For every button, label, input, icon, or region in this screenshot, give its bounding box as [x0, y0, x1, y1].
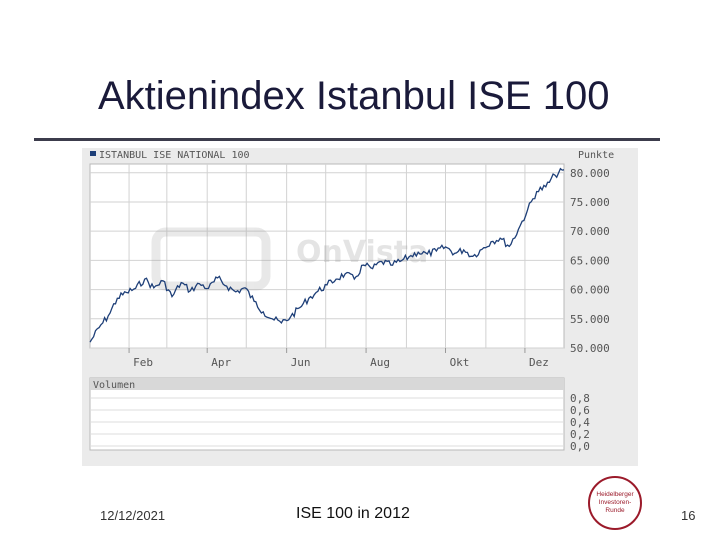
volume-header-bar: [90, 378, 564, 390]
x-gridlines: [128, 164, 526, 348]
onvista-watermark: OnVista: [151, 227, 428, 291]
y-tick-label: 70.000: [570, 225, 610, 238]
y-tick-label: 75.000: [570, 196, 610, 209]
x-tick-label: Jun: [291, 356, 311, 369]
x-tick-label: Feb: [133, 356, 153, 369]
heidelberger-logo: Heidelberger Investoren- Runde: [588, 476, 642, 530]
logo-line-1: Heidelberger: [596, 491, 634, 498]
volume-tick-label: 0,2: [570, 428, 590, 441]
volume-tick-label: 0,4: [570, 416, 590, 429]
y-tick-label: 80.000: [570, 167, 610, 180]
x-tick-label: Aug: [370, 356, 390, 369]
footer-date: 12/12/2021: [100, 508, 166, 523]
chart-title: ISTANBUL ISE NATIONAL 100: [99, 150, 250, 161]
volume-tick-label: 0,8: [570, 392, 590, 405]
watermark-logo-shape: [151, 227, 271, 291]
logo-line-3: Runde: [605, 507, 625, 514]
page-number: 16: [681, 508, 696, 523]
footer-caption: ISE 100 in 2012: [296, 505, 410, 522]
title-divider: [34, 138, 660, 141]
volume-tick-label: 0,0: [570, 440, 590, 453]
volume-tick-labels: 0,80,60,40,20,0: [570, 392, 590, 453]
y-tick-label: 55.000: [570, 313, 610, 326]
watermark-text: OnVista: [296, 235, 428, 270]
volume-tick-label: 0,6: [570, 404, 590, 417]
x-tick-label: Okt: [450, 356, 470, 369]
y-tick-label: 50.000: [570, 342, 610, 355]
y-tick-labels: 50.000 55.000 60.000 65.000 70.000 75.000 80.0…: [570, 167, 610, 355]
slide-title: Aktienindex Istanbul ISE 100: [98, 74, 610, 118]
y-tick-label: 60.000: [570, 284, 610, 297]
ise100-series-line: [89, 167, 565, 343]
legend-marker: [90, 151, 96, 156]
x-tick-label: Dez: [529, 356, 549, 369]
x-tick-labels: Feb Apr Jun Aug Okt Dez: [128, 348, 549, 369]
volume-label: Volumen: [93, 380, 135, 391]
y-tick-label: 65.000: [570, 254, 610, 267]
x-tick-label: Apr: [211, 356, 231, 369]
y-gridlines: [90, 172, 564, 349]
volume-gridlines: [90, 397, 564, 447]
y-axis-label: Punkte: [578, 150, 614, 161]
logo-line-2: Investoren-: [598, 499, 632, 506]
price-plot-area: [89, 163, 565, 349]
